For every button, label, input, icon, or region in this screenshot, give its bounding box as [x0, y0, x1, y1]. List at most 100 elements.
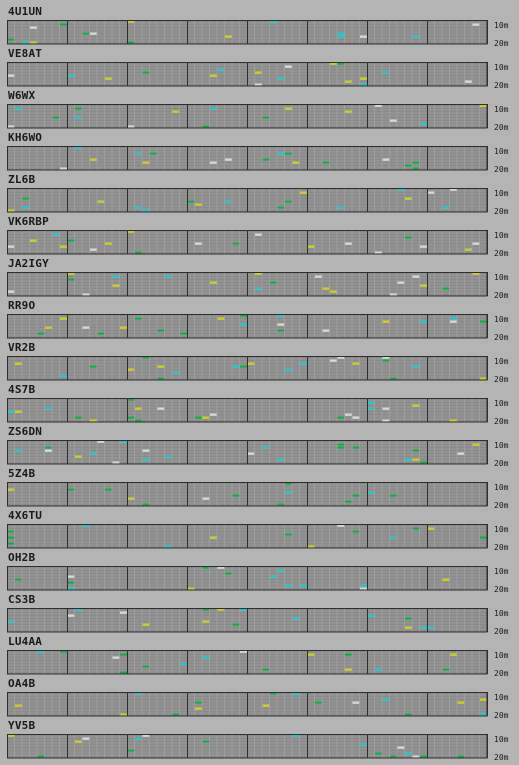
signal-cell [202, 740, 210, 743]
propagation-grid [7, 104, 488, 129]
band-label-20m: 20m [494, 669, 509, 678]
signal-cell [337, 62, 345, 65]
signal-cell [195, 203, 202, 206]
signal-cell [382, 419, 390, 422]
signal-cell [255, 71, 262, 74]
signal-cell [412, 458, 420, 461]
signal-cell [277, 152, 285, 155]
band-label-20m: 20m [494, 207, 509, 216]
signal-cell [135, 251, 142, 254]
signal-cell [157, 329, 165, 332]
band-label-10m: 10m [494, 63, 509, 72]
signal-cell [22, 206, 30, 209]
propagation-grid [7, 440, 488, 465]
signal-cell [405, 713, 412, 716]
signal-cell [480, 320, 487, 323]
signal-cell [195, 707, 202, 710]
propagation-grid [7, 272, 488, 297]
signal-cell [285, 200, 292, 203]
band-label-20m: 20m [494, 165, 509, 174]
signal-cell [142, 458, 150, 461]
propagation-grid [7, 146, 488, 171]
signal-cell [97, 440, 105, 443]
signal-cell [382, 158, 390, 161]
signal-cell [307, 653, 315, 656]
signal-cell [240, 323, 247, 326]
signal-cell [120, 653, 127, 656]
beacon-row: CS3B 10m 20m [0, 591, 519, 636]
band-label-20m: 20m [494, 375, 509, 384]
signal-cell [7, 290, 15, 293]
band-label-10m: 10m [494, 315, 509, 324]
beacon-callsign: KH6WO [8, 131, 43, 144]
propagation-grid [7, 188, 488, 213]
beacon-row: VE8AT 10m 20m [0, 45, 519, 90]
signal-cell [412, 167, 420, 170]
signal-cell [382, 356, 390, 359]
signal-cell [367, 407, 375, 410]
band-label-10m: 10m [494, 399, 509, 408]
signal-cell [45, 449, 52, 452]
signal-cell [142, 71, 150, 74]
signal-cell [112, 284, 120, 287]
signal-cell [337, 206, 345, 209]
signal-cell [60, 317, 67, 320]
signal-cell [367, 614, 375, 617]
beacon-row: 4X6TU 10m 20m [0, 507, 519, 552]
signal-cell [7, 620, 15, 623]
signal-cell [457, 701, 465, 704]
signal-cell [382, 71, 390, 74]
signal-cell [375, 668, 382, 671]
beacon-callsign: VR2B [8, 341, 36, 354]
signal-cell [300, 362, 307, 365]
signal-cell [217, 566, 225, 569]
signal-cell [412, 449, 420, 452]
band-label-10m: 10m [494, 693, 509, 702]
signal-cell [82, 293, 90, 296]
signal-cell [457, 452, 465, 455]
signal-cell [277, 569, 285, 572]
signal-cell [127, 497, 135, 500]
band-label-20m: 20m [494, 543, 509, 552]
signal-cell [412, 35, 420, 38]
signal-cell [352, 362, 360, 365]
propagation-grid [7, 398, 488, 423]
signal-cell [127, 398, 135, 401]
band-label-20m: 20m [494, 81, 509, 90]
beacon-callsign: 4X6TU [8, 509, 43, 522]
signal-cell [262, 668, 270, 671]
signal-cell [142, 161, 150, 164]
beacon-row: VR2B 10m 20m [0, 339, 519, 384]
signal-cell [420, 461, 427, 464]
signal-cell [292, 734, 300, 737]
propagation-grid [7, 650, 488, 675]
band-label-10m: 10m [494, 567, 509, 576]
signal-cell [315, 275, 322, 278]
band-label-20m: 20m [494, 501, 509, 510]
signal-cell [105, 242, 112, 245]
signal-cell [195, 416, 202, 419]
band-label-10m: 10m [494, 189, 509, 198]
signal-cell [232, 494, 240, 497]
signal-cell [165, 545, 172, 548]
signal-cell [15, 362, 22, 365]
signal-cell [7, 125, 15, 128]
signal-cell [172, 110, 180, 113]
signal-cell [337, 524, 345, 527]
signal-cell [360, 584, 367, 587]
signal-cell [172, 371, 180, 374]
beacon-row: JA2IGY 10m 20m [0, 255, 519, 300]
beacon-callsign: 4S7B [8, 383, 36, 396]
signal-cell [180, 332, 187, 335]
signal-cell [75, 416, 82, 419]
signal-cell [270, 692, 277, 695]
signal-cell [202, 497, 210, 500]
signal-cell [67, 614, 75, 617]
signal-cell [480, 377, 487, 380]
signal-cell [90, 419, 97, 422]
propagation-grid [7, 62, 488, 87]
signal-cell [300, 191, 307, 194]
signal-cell [337, 443, 345, 446]
signal-cell [150, 152, 157, 155]
signal-cell [195, 701, 202, 704]
